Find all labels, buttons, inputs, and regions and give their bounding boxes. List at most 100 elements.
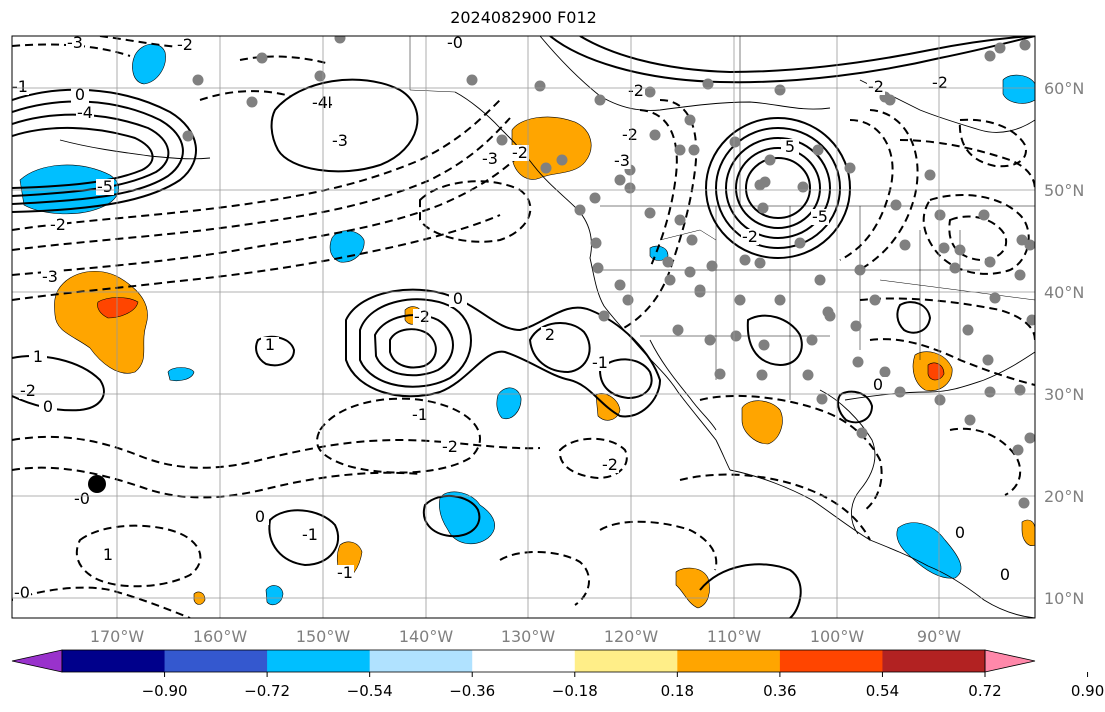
station-dot: [856, 427, 868, 439]
contour-label-bg: [511, 145, 529, 161]
station-dot: [1014, 384, 1026, 396]
cyan-patch-small-1: [265, 585, 284, 606]
station-dot: [954, 244, 966, 256]
longitude-label: 140°W: [399, 627, 454, 646]
station-dot: [949, 262, 961, 274]
colorbar-segment: [472, 650, 576, 672]
contour-label: -2: [414, 307, 430, 326]
station-dot: [814, 274, 826, 286]
station-dot: [984, 256, 996, 268]
contour-label: -2: [868, 77, 884, 96]
station-dot: [890, 199, 902, 211]
contour-label-bg: [331, 133, 349, 149]
cyan-patch-aleutian: [132, 43, 166, 85]
cyan-patch-hawaii-south: [167, 367, 195, 382]
station-dot: [850, 320, 862, 332]
contour-label: -2: [742, 227, 758, 246]
contour-label: 0: [1000, 565, 1010, 584]
station-dot: [496, 134, 508, 146]
latitude-label: 60°N: [1044, 79, 1084, 98]
station-dot: [662, 256, 674, 268]
station-dot: [794, 237, 806, 249]
contour-label-bg: [449, 291, 467, 307]
contour-label: 1: [33, 347, 43, 366]
contour-label: -1: [12, 77, 28, 96]
longitude-label: 110°W: [707, 627, 762, 646]
station-dot: [540, 162, 552, 174]
contour-label-bg: [73, 491, 91, 507]
longitude-label: 100°W: [810, 627, 865, 646]
colorbar-segment: [62, 650, 166, 672]
station-dot: [182, 130, 194, 142]
longitude-label: 120°W: [604, 627, 659, 646]
colorbar-tick-label: −0.18: [552, 682, 598, 700]
contour-label: -2: [50, 215, 66, 234]
contour-label: -2: [442, 437, 458, 456]
contour-label: 0: [255, 507, 265, 526]
longitude-labels: 170°W 160°W 150°W 140°W 130°W 120°W 110°W 100°W…: [90, 627, 961, 646]
station-dot: [534, 80, 546, 92]
station-dot: [1014, 269, 1026, 281]
contour-label: -0: [447, 33, 463, 52]
contour-label-bg: [931, 75, 949, 91]
station-dot: [806, 334, 818, 346]
station-dot: [822, 306, 834, 318]
station-dot: [869, 294, 881, 306]
contour-label-bg: [66, 36, 84, 51]
contour-label: 5: [785, 137, 795, 156]
contour-label: -0: [14, 583, 30, 602]
station-dot: [688, 144, 700, 156]
station-dot: [754, 257, 766, 269]
contour-label: -2: [177, 35, 193, 54]
colorbar-tick-label: −0.54: [347, 682, 393, 700]
contour-label-bg: [627, 83, 645, 99]
contour-label: -2: [932, 73, 948, 92]
colorbar-tick-label: 0.54: [866, 682, 899, 700]
station-dot: [938, 242, 950, 254]
station-dot: [574, 204, 586, 216]
contour-label-bg: [541, 327, 559, 343]
contour-label: -1: [412, 405, 428, 424]
contour-label-bg: [99, 547, 117, 563]
colorbar-tick-label: 0.36: [763, 682, 796, 700]
longitude-label: 90°W: [917, 627, 961, 646]
station-dot: [924, 169, 936, 181]
colorbar-segment: [267, 650, 371, 672]
contour-label-bg: [176, 37, 194, 53]
station-dot: [899, 239, 911, 251]
colorbar-tick-label: 0.18: [661, 682, 694, 700]
contour-label: 1: [265, 335, 275, 354]
station-dot: [844, 162, 856, 174]
red-patch-gulf: [927, 362, 945, 381]
station-dot: [592, 262, 604, 274]
contour-label: -0: [74, 489, 90, 508]
contour-label: -3: [614, 151, 630, 170]
station-dot: [984, 50, 996, 62]
colorbar-segment: [779, 650, 883, 672]
contour-label: -1: [302, 525, 318, 544]
station-dot: [644, 86, 656, 98]
station-dot: [812, 144, 824, 156]
contour-label-bg: [311, 95, 329, 111]
station-dot: [684, 266, 696, 278]
red-patch-west: [97, 297, 139, 319]
station-dot: [994, 42, 1006, 54]
contour-label-bg: [251, 509, 269, 525]
contour-label-bg: [96, 179, 114, 195]
station-dot: [684, 114, 696, 126]
station-dot: [1018, 497, 1030, 509]
station-dot: [192, 74, 204, 86]
station-dot: [854, 264, 866, 276]
latitude-label: 20°N: [1044, 487, 1084, 506]
station-dot: [802, 369, 814, 381]
contour-label-bg: [12, 79, 29, 95]
colorbar-tick-label: −0.72: [244, 682, 290, 700]
colorbar-extend-low: [11, 649, 63, 673]
station-dot: [594, 94, 606, 106]
station-dot: [757, 202, 769, 214]
station-dot: [614, 174, 626, 186]
shaded-regions: [19, 43, 1035, 609]
contour-label-bg: [301, 527, 319, 543]
contour-label: 0: [955, 523, 965, 542]
station-dot: [644, 207, 656, 219]
